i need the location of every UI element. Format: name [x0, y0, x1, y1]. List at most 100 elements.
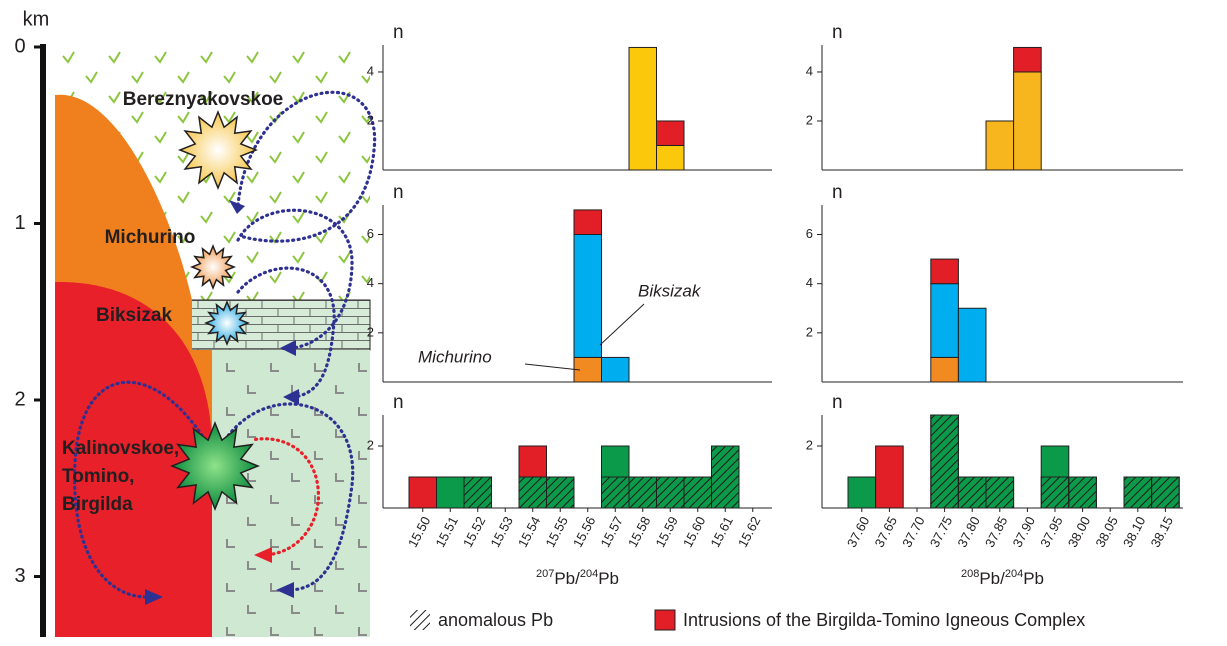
y-tick-label: 4 — [367, 275, 374, 290]
annotation: Biksizak — [638, 281, 702, 300]
x-tick-label: 15.54 — [515, 514, 544, 550]
depth-tick-label: 3 — [14, 565, 25, 587]
y-tick-label: 2 — [367, 112, 374, 127]
x-tick-label: 15.56 — [570, 514, 599, 550]
hatch-overlay — [628, 476, 657, 509]
x-tick-label: 15.53 — [487, 514, 516, 550]
x-tick-label: 15.58 — [625, 514, 654, 550]
arrow — [254, 547, 272, 563]
depth-label: km — [23, 8, 50, 30]
bar — [875, 445, 904, 509]
deposit-label: Tomino, — [62, 466, 134, 487]
flow — [236, 208, 354, 350]
deposit-star — [169, 420, 261, 512]
x-axis-label: 208Pb/204Pb — [961, 568, 1044, 589]
hatch-overlay — [656, 476, 685, 509]
hatch-overlay — [985, 476, 1015, 509]
deposit-star — [190, 244, 236, 290]
annotation-leader — [524, 363, 581, 371]
bar — [1013, 71, 1042, 171]
geologic-section: Bereznyakovskoe Michurino Biksizak Kalin… — [23, 8, 377, 638]
hatch-overlay — [683, 476, 712, 509]
x-tick-label: 38.10 — [1120, 514, 1149, 550]
y-tick-label: 4 — [806, 275, 813, 290]
bar — [628, 46, 657, 171]
depth-tick-label: 0 — [14, 35, 25, 57]
deposit-label: Bereznyakovskoe — [123, 89, 284, 110]
legend-label: Intrusions of the Birgilda-Tomino Igneou… — [683, 610, 1085, 630]
bar — [957, 307, 987, 383]
x-tick-label: 15.55 — [542, 514, 571, 550]
hatch-overlay — [1151, 476, 1180, 509]
bar — [573, 209, 602, 236]
flow — [236, 266, 336, 399]
bar — [930, 356, 959, 383]
bar — [518, 445, 547, 478]
hatch-overlay — [463, 476, 492, 509]
x-tick-label: 15.52 — [460, 514, 489, 550]
y-tick-label: 2 — [367, 437, 374, 452]
x-tick-label: 38.15 — [1148, 514, 1177, 550]
x-tick-label: 15.62 — [735, 514, 764, 550]
hatch-overlay — [1123, 476, 1153, 509]
hatch-overlay — [1068, 476, 1097, 509]
arrow — [283, 389, 299, 405]
annotation: Michurino — [418, 347, 492, 366]
x-tick-label: 37.75 — [927, 514, 956, 550]
bar — [601, 445, 630, 478]
y-axis-label: n — [393, 392, 404, 413]
bar — [847, 476, 877, 509]
legend-swatch — [654, 609, 676, 631]
y-axis-label: n — [393, 22, 404, 43]
bar — [1013, 46, 1042, 73]
x-axis-label-part: Pb — [598, 569, 619, 588]
arrow — [280, 340, 296, 356]
bar — [930, 258, 959, 285]
annotation-leader — [599, 303, 645, 346]
legend-label: anomalous Pb — [438, 610, 553, 630]
bar — [601, 356, 630, 383]
x-axis-label-part: 207 — [536, 568, 554, 580]
hatch-overlay — [546, 476, 575, 509]
y-tick-label: 6 — [806, 226, 813, 241]
hatch-overlay — [601, 476, 630, 509]
flow — [73, 380, 207, 599]
deposit-star — [204, 300, 250, 346]
x-tick-label: 15.51 — [432, 514, 461, 550]
flow-red — [250, 437, 321, 557]
bar — [656, 120, 685, 146]
arrow — [276, 582, 294, 598]
x-tick-label: 37.90 — [1010, 514, 1039, 550]
legend-swatch — [410, 610, 430, 630]
x-tick-label: 37.65 — [872, 514, 901, 550]
bar — [408, 476, 437, 509]
x-tick-label: 15.60 — [680, 514, 709, 550]
y-tick-label: 2 — [806, 324, 813, 339]
hatch-overlay — [930, 414, 959, 509]
x-tick-label: 38.00 — [1065, 514, 1094, 550]
x-tick-label: 37.95 — [1037, 514, 1066, 550]
y-tick-label: 2 — [806, 437, 813, 452]
x-tick-label: 15.50 — [405, 514, 434, 550]
depth-tick-label: 2 — [14, 388, 25, 410]
y-tick-label: 2 — [367, 324, 374, 339]
y-tick-label: 2 — [806, 112, 813, 127]
x-tick-label: 37.60 — [844, 514, 873, 550]
y-tick-label: 4 — [806, 63, 813, 78]
deposit-label: Kalinovskoe, — [62, 438, 179, 459]
deposit-label: Biksizak — [96, 305, 172, 326]
x-axis-label: 207Pb/204Pb — [536, 568, 619, 589]
deposit-label: Birgilda — [62, 494, 133, 515]
deposit-label: Michurino — [105, 227, 196, 248]
x-axis-label-part: Pb — [1023, 569, 1044, 588]
bar — [573, 234, 602, 358]
x-tick-label: 37.70 — [899, 514, 928, 550]
bar — [985, 120, 1015, 171]
red-intrusion — [55, 281, 212, 637]
hatch-overlay — [1040, 476, 1070, 509]
bar — [1040, 445, 1070, 478]
y-axis-label: n — [832, 182, 843, 203]
hatch-overlay — [957, 476, 987, 509]
